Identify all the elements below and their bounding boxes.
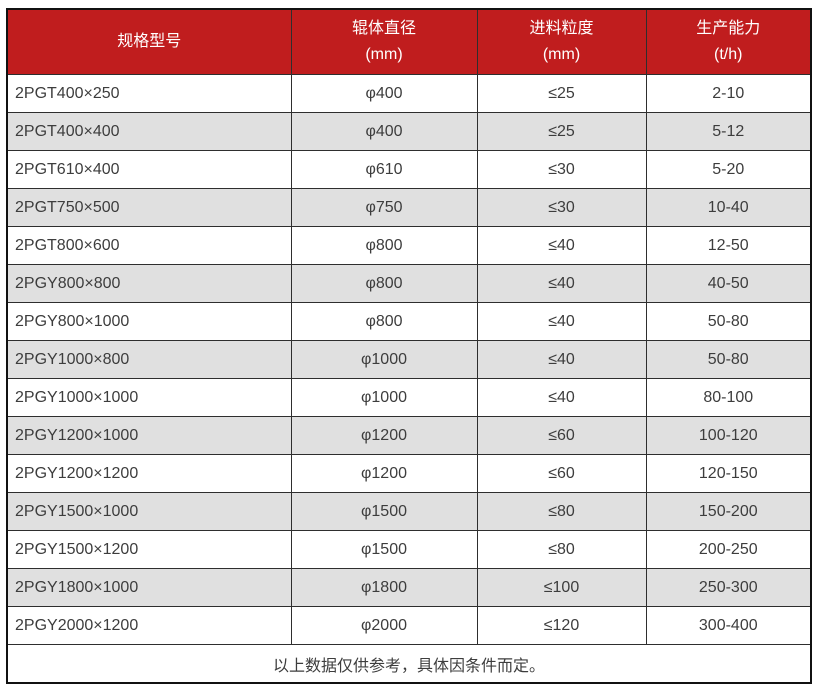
capacity-cell: 120-150 [645, 454, 812, 493]
roller-diameter-cell: φ1500 [290, 492, 478, 531]
roller-diameter-cell: φ2000 [290, 606, 478, 645]
header-row: 规格型号 辊体直径 (mm) 进料粒度 (mm) 生产能力 (t/h) [6, 8, 812, 75]
table-row: 2PGT400×400 φ400 ≤25 5-12 [6, 112, 812, 151]
table-row: 2PGY1200×1200 φ1200 ≤60 120-150 [6, 454, 812, 493]
footer-row: 以上数据仅供参考，具体因条件而定。 [6, 644, 812, 684]
column-title-model: 规格型号 [117, 33, 182, 50]
roller-diameter-cell: φ800 [290, 264, 478, 303]
model-cell: 2PGT400×400 [6, 112, 292, 151]
table-row: 2PGY2000×1200 φ2000 ≤120 300-400 [6, 606, 812, 645]
model-cell: 2PGY1000×800 [6, 340, 292, 379]
model-cell: 2PGY1000×1000 [6, 378, 292, 417]
feed-size-cell: ≤60 [476, 416, 647, 455]
model-cell: 2PGY1200×1200 [6, 454, 292, 493]
model-cell: 2PGY2000×1200 [6, 606, 292, 645]
capacity-cell: 100-120 [645, 416, 812, 455]
capacity-cell: 10-40 [645, 188, 812, 227]
model-cell: 2PGY1500×1000 [6, 492, 292, 531]
roller-diameter-cell: φ1500 [290, 530, 478, 569]
table-row: 2PGY1200×1000 φ1200 ≤60 100-120 [6, 416, 812, 455]
model-cell: 2PGY800×1000 [6, 302, 292, 341]
feed-size-cell: ≤40 [476, 226, 647, 265]
table-row: 2PGY1000×800 φ1000 ≤40 50-80 [6, 340, 812, 379]
feed-size-cell: ≤80 [476, 492, 647, 531]
capacity-cell: 200-250 [645, 530, 812, 569]
column-unit-capacity: (t/h) [714, 46, 743, 63]
table-footer: 以上数据仅供参考，具体因条件而定。 [6, 644, 812, 684]
roller-diameter-cell: φ400 [290, 74, 478, 113]
model-cell: 2PGT800×600 [6, 226, 292, 265]
table-row: 2PGT800×600 φ800 ≤40 12-50 [6, 226, 812, 265]
capacity-cell: 5-12 [645, 112, 812, 151]
model-cell: 2PGT750×500 [6, 188, 292, 227]
roller-diameter-cell: φ1200 [290, 416, 478, 455]
table-row: 2PGY1000×1000 φ1000 ≤40 80-100 [6, 378, 812, 417]
table-row: 2PGY1800×1000 φ1800 ≤100 250-300 [6, 568, 812, 607]
roller-diameter-cell: φ800 [290, 302, 478, 341]
column-unit-roller-diameter: (mm) [365, 46, 403, 63]
capacity-cell: 2-10 [645, 74, 812, 113]
table-row: 2PGT610×400 φ610 ≤30 5-20 [6, 150, 812, 189]
roller-diameter-cell: φ800 [290, 226, 478, 265]
roller-diameter-cell: φ610 [290, 150, 478, 189]
spec-table-container: 规格型号 辊体直径 (mm) 进料粒度 (mm) 生产能力 (t/h) 2PGT… [6, 8, 812, 684]
feed-size-cell: ≤120 [476, 606, 647, 645]
capacity-cell: 5-20 [645, 150, 812, 189]
model-cell: 2PGY1200×1000 [6, 416, 292, 455]
table-header: 规格型号 辊体直径 (mm) 进料粒度 (mm) 生产能力 (t/h) [6, 8, 812, 75]
column-header-model: 规格型号 [6, 8, 292, 75]
roller-diameter-cell: φ1800 [290, 568, 478, 607]
column-title-roller-diameter: 辊体直径 [351, 20, 416, 37]
roller-diameter-cell: φ1000 [290, 378, 478, 417]
model-cell: 2PGT400×250 [6, 74, 292, 113]
capacity-cell: 12-50 [645, 226, 812, 265]
footer-note: 以上数据仅供参考，具体因条件而定。 [6, 644, 812, 684]
table-body: 2PGT400×250 φ400 ≤25 2-10 2PGT400×400 φ400 ≤25… [6, 74, 812, 645]
table-row: 2PGY800×800 φ800 ≤40 40-50 [6, 264, 812, 303]
feed-size-cell: ≤25 [476, 112, 647, 151]
capacity-cell: 50-80 [645, 340, 812, 379]
roller-diameter-cell: φ750 [290, 188, 478, 227]
feed-size-cell: ≤100 [476, 568, 647, 607]
column-title-feed-size: 进料粒度 [529, 20, 594, 37]
roller-diameter-cell: φ1000 [290, 340, 478, 379]
model-cell: 2PGY1800×1000 [6, 568, 292, 607]
column-unit-feed-size: (mm) [542, 46, 581, 63]
capacity-cell: 40-50 [645, 264, 812, 303]
table-row: 2PGT750×500 φ750 ≤30 10-40 [6, 188, 812, 227]
spec-table: 规格型号 辊体直径 (mm) 进料粒度 (mm) 生产能力 (t/h) 2PGT… [6, 8, 812, 684]
model-cell: 2PGT610×400 [6, 150, 292, 189]
table-row: 2PGY1500×1200 φ1500 ≤80 200-250 [6, 530, 812, 569]
table-row: 2PGT400×250 φ400 ≤25 2-10 [6, 74, 812, 113]
roller-diameter-cell: φ1200 [290, 454, 478, 493]
roller-diameter-cell: φ400 [290, 112, 478, 151]
model-cell: 2PGY1500×1200 [6, 530, 292, 569]
feed-size-cell: ≤30 [476, 150, 647, 189]
feed-size-cell: ≤40 [476, 340, 647, 379]
feed-size-cell: ≤60 [476, 454, 647, 493]
table-row: 2PGY800×1000 φ800 ≤40 50-80 [6, 302, 812, 341]
feed-size-cell: ≤25 [476, 74, 647, 113]
feed-size-cell: ≤30 [476, 188, 647, 227]
feed-size-cell: ≤80 [476, 530, 647, 569]
table-row: 2PGY1500×1000 φ1500 ≤80 150-200 [6, 492, 812, 531]
model-cell: 2PGY800×800 [6, 264, 292, 303]
capacity-cell: 250-300 [645, 568, 812, 607]
feed-size-cell: ≤40 [476, 302, 647, 341]
capacity-cell: 150-200 [645, 492, 812, 531]
column-header-capacity: 生产能力 (t/h) [645, 8, 812, 75]
feed-size-cell: ≤40 [476, 264, 647, 303]
column-header-feed-size: 进料粒度 (mm) [476, 8, 647, 75]
capacity-cell: 50-80 [645, 302, 812, 341]
feed-size-cell: ≤40 [476, 378, 647, 417]
capacity-cell: 300-400 [645, 606, 812, 645]
column-header-roller-diameter: 辊体直径 (mm) [290, 8, 478, 75]
capacity-cell: 80-100 [645, 378, 812, 417]
column-title-capacity: 生产能力 [696, 20, 761, 37]
